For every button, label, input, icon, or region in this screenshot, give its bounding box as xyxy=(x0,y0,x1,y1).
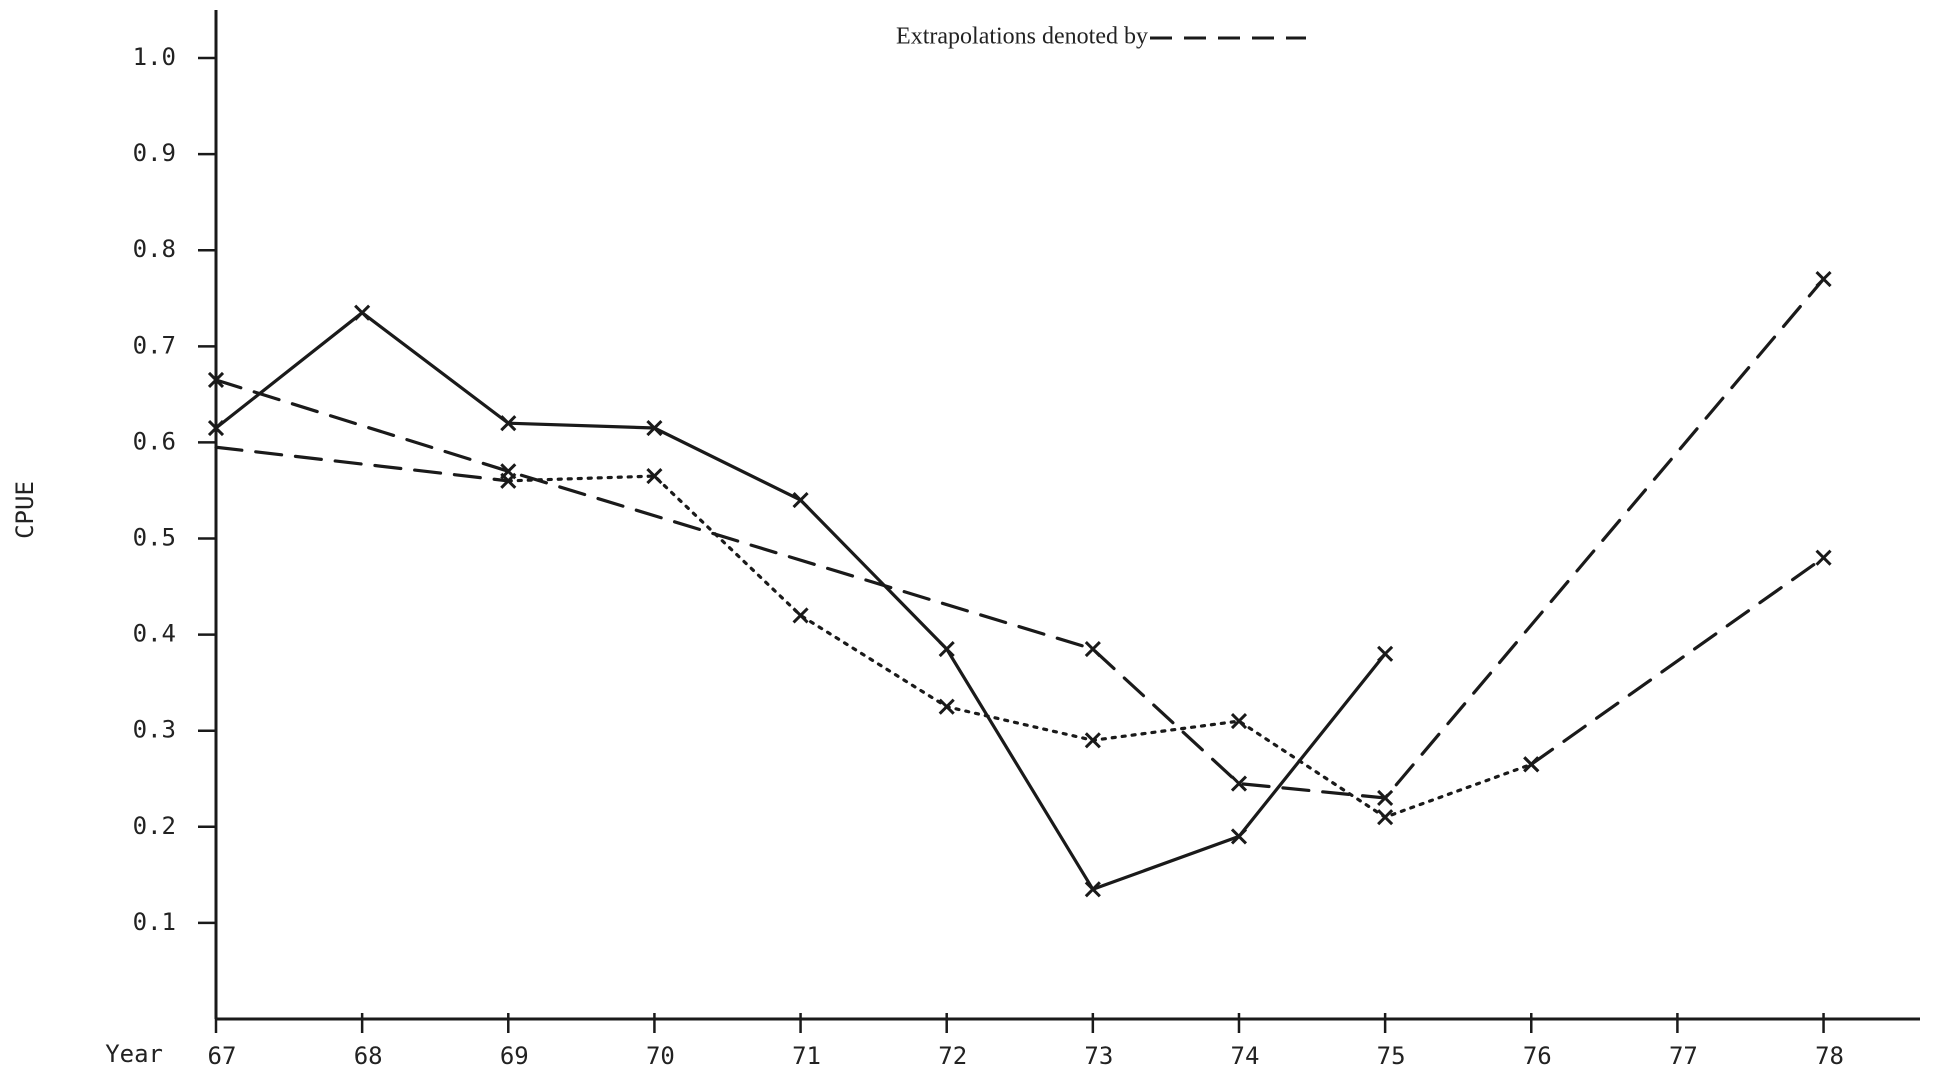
point-marker xyxy=(207,419,225,437)
point-marker xyxy=(1084,640,1101,658)
y-tick-label: 0.2 xyxy=(133,812,176,840)
point-marker xyxy=(500,463,517,480)
point-marker xyxy=(1377,645,1394,662)
point-marker xyxy=(1815,549,1832,566)
point-marker xyxy=(1230,828,1248,845)
point-marker xyxy=(1377,809,1394,826)
point-marker xyxy=(646,468,663,485)
y-tick-label: 1.0 xyxy=(133,43,176,71)
x-tick-label: 73 xyxy=(1084,1042,1113,1070)
x-tick-label: 77 xyxy=(1669,1042,1698,1070)
x-tick-label: 72 xyxy=(938,1042,967,1070)
point-marker xyxy=(938,640,955,658)
point-marker xyxy=(792,607,809,624)
x-tick-label: 71 xyxy=(792,1042,821,1070)
y-tick-label: 0.4 xyxy=(133,620,176,648)
x-tick-label: 70 xyxy=(646,1042,675,1070)
point-marker xyxy=(646,419,663,437)
point-marker xyxy=(1230,713,1248,730)
y-tick-label: 0.9 xyxy=(133,139,176,167)
point-marker xyxy=(354,304,371,321)
y-tick-label: 0.6 xyxy=(133,427,176,455)
series-line xyxy=(506,474,1533,819)
point-marker xyxy=(792,492,809,509)
x-tick-label: 69 xyxy=(500,1042,529,1070)
point-marker xyxy=(938,698,955,715)
series-line xyxy=(214,310,1387,892)
point-marker xyxy=(207,371,225,389)
y-tick-label: 0.3 xyxy=(133,716,176,744)
series-line xyxy=(1529,556,1826,766)
y-tick-label: 0.8 xyxy=(133,235,176,263)
series-line xyxy=(214,277,1826,800)
y-tick-label: 0.5 xyxy=(133,524,176,552)
point-marker xyxy=(1084,881,1101,898)
y-tick-label: 0.1 xyxy=(133,908,176,936)
x-tick-label: 76 xyxy=(1523,1042,1552,1070)
x-tick-label: 78 xyxy=(1815,1042,1844,1070)
y-tick-label: 0.7 xyxy=(133,331,176,359)
y-axis-label: CPUE xyxy=(11,481,39,539)
x-axis-label: Year xyxy=(105,1040,163,1068)
point-marker xyxy=(1377,789,1394,807)
point-marker xyxy=(1523,756,1540,773)
x-tick-label: 75 xyxy=(1377,1042,1406,1070)
x-tick-label: 74 xyxy=(1231,1042,1260,1070)
series-line xyxy=(214,445,510,483)
x-tick-label: 68 xyxy=(354,1042,383,1070)
point-marker xyxy=(1815,271,1832,288)
point-marker xyxy=(500,415,517,432)
point-marker xyxy=(1084,732,1101,749)
x-tick-label: 67 xyxy=(208,1042,237,1070)
annotation: Extrapolations denoted by xyxy=(896,24,1148,50)
point-marker xyxy=(1230,775,1248,792)
